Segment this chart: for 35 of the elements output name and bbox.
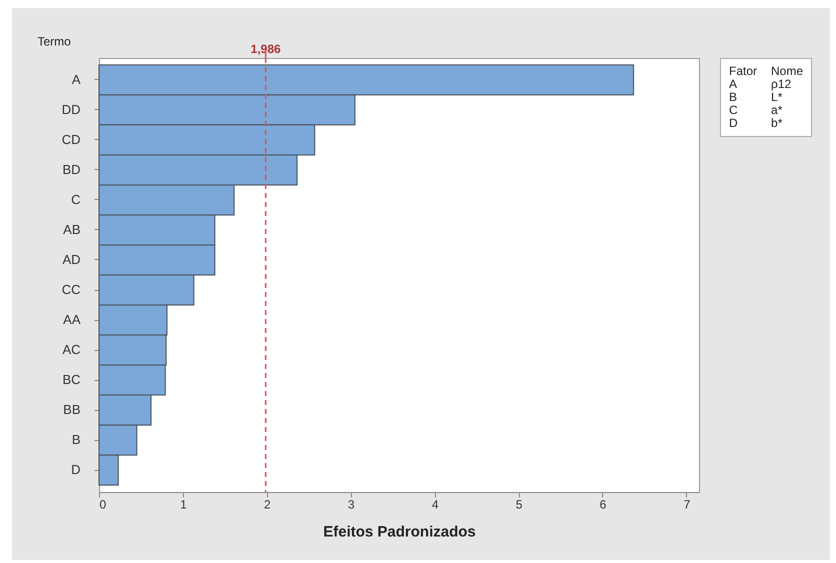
text: b* [771, 116, 784, 130]
y-tick-label: BC [62, 372, 80, 388]
text: B [729, 90, 738, 104]
x-tick-label: 0 [100, 498, 106, 512]
x-tick-label: 7 [684, 498, 691, 512]
y-tick-label: BB [63, 402, 80, 418]
x-tick-label: 6 [600, 498, 607, 512]
x-tick-label: 1 [180, 498, 188, 512]
x-axis-title: Efeitos Padronizados [323, 524, 476, 540]
text: A [729, 77, 738, 91]
x-tick-label: 4 [432, 498, 439, 512]
y-tick-label: C [71, 192, 80, 207]
y-tick-label: A [72, 72, 81, 87]
text: L* [771, 90, 782, 104]
y-tick-label: AC [62, 342, 80, 358]
text: Nome [771, 64, 804, 78]
y-tick-label: CC [62, 282, 80, 298]
ref-line-label: 1,986 [250, 42, 281, 56]
y-tick-label: AA [63, 312, 81, 328]
y-tick-label: CD [62, 132, 80, 147]
y-axis-title: Termo [38, 34, 72, 48]
y-tick-label: AB [63, 222, 80, 237]
x-tick-label: 2 [264, 498, 271, 512]
y-tick-label: B [72, 432, 80, 448]
y-tick-label: DD [62, 102, 80, 117]
text: Fator [729, 64, 758, 78]
text: a* [771, 103, 784, 117]
text: C [729, 103, 739, 117]
y-tick-label: D [71, 462, 80, 478]
y-tick-label: AD [62, 252, 80, 267]
text: ρ12 [771, 77, 792, 91]
x-tick-label: 5 [516, 498, 523, 512]
y-tick-label: BD [62, 162, 80, 177]
text: D [729, 116, 739, 130]
x-tick-label: 3 [348, 498, 355, 512]
